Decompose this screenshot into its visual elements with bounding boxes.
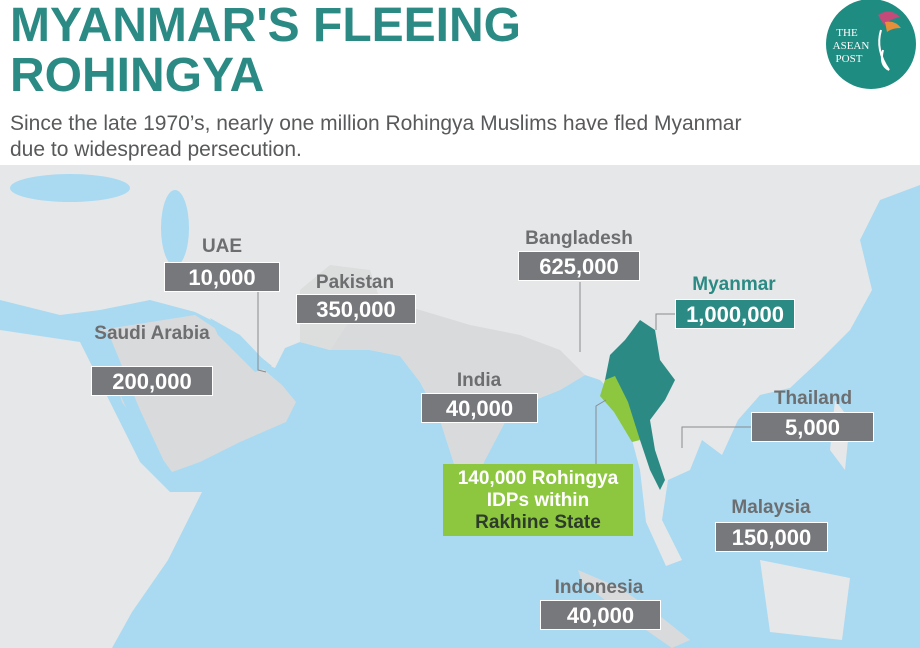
subtitle-line: due to widespread persecution.: [10, 138, 302, 161]
title-line: ROHINGYA: [10, 49, 265, 102]
country-value: 1,000,000: [675, 299, 795, 329]
country-name: Pakistan: [315, 272, 395, 293]
title-line: MYANMAR'S FLEEING: [10, 0, 522, 52]
country-name: Malaysia: [731, 497, 811, 518]
note-line: 140,000 Rohingya: [457, 468, 619, 489]
country-value: 40,000: [540, 600, 661, 630]
note-line: IDPs within: [486, 490, 590, 511]
myanmar: [605, 320, 675, 490]
note-line: Rakhine State: [475, 512, 601, 533]
logo-text: POST: [836, 53, 863, 65]
rakhine-note: 140,000 Rohingya IDPs within Rakhine Sta…: [443, 464, 633, 536]
logo-text: THE: [836, 27, 858, 39]
country-value: 10,000: [164, 262, 280, 292]
country-name: Indonesia: [554, 577, 644, 598]
country-value: 40,000: [421, 393, 538, 423]
subtitle-line: Since the late 1970’s, nearly one millio…: [10, 112, 742, 135]
country-value: 150,000: [715, 522, 828, 552]
country-value: 5,000: [751, 412, 874, 442]
country-name: Thailand: [773, 388, 853, 409]
country-name: Saudi Arabia: [94, 323, 210, 344]
country-value: 350,000: [296, 294, 416, 324]
country-name: Myanmar: [692, 274, 776, 295]
country-name: Bangladesh: [525, 228, 633, 249]
country-value: 200,000: [91, 366, 213, 396]
country-value: 625,000: [518, 251, 640, 281]
rakhine: [600, 376, 640, 442]
country-name: India: [456, 370, 502, 391]
logo: THE ASEAN POST: [826, 0, 916, 89]
logo-text: ASEAN: [833, 40, 870, 52]
country-name: UAE: [201, 236, 243, 257]
